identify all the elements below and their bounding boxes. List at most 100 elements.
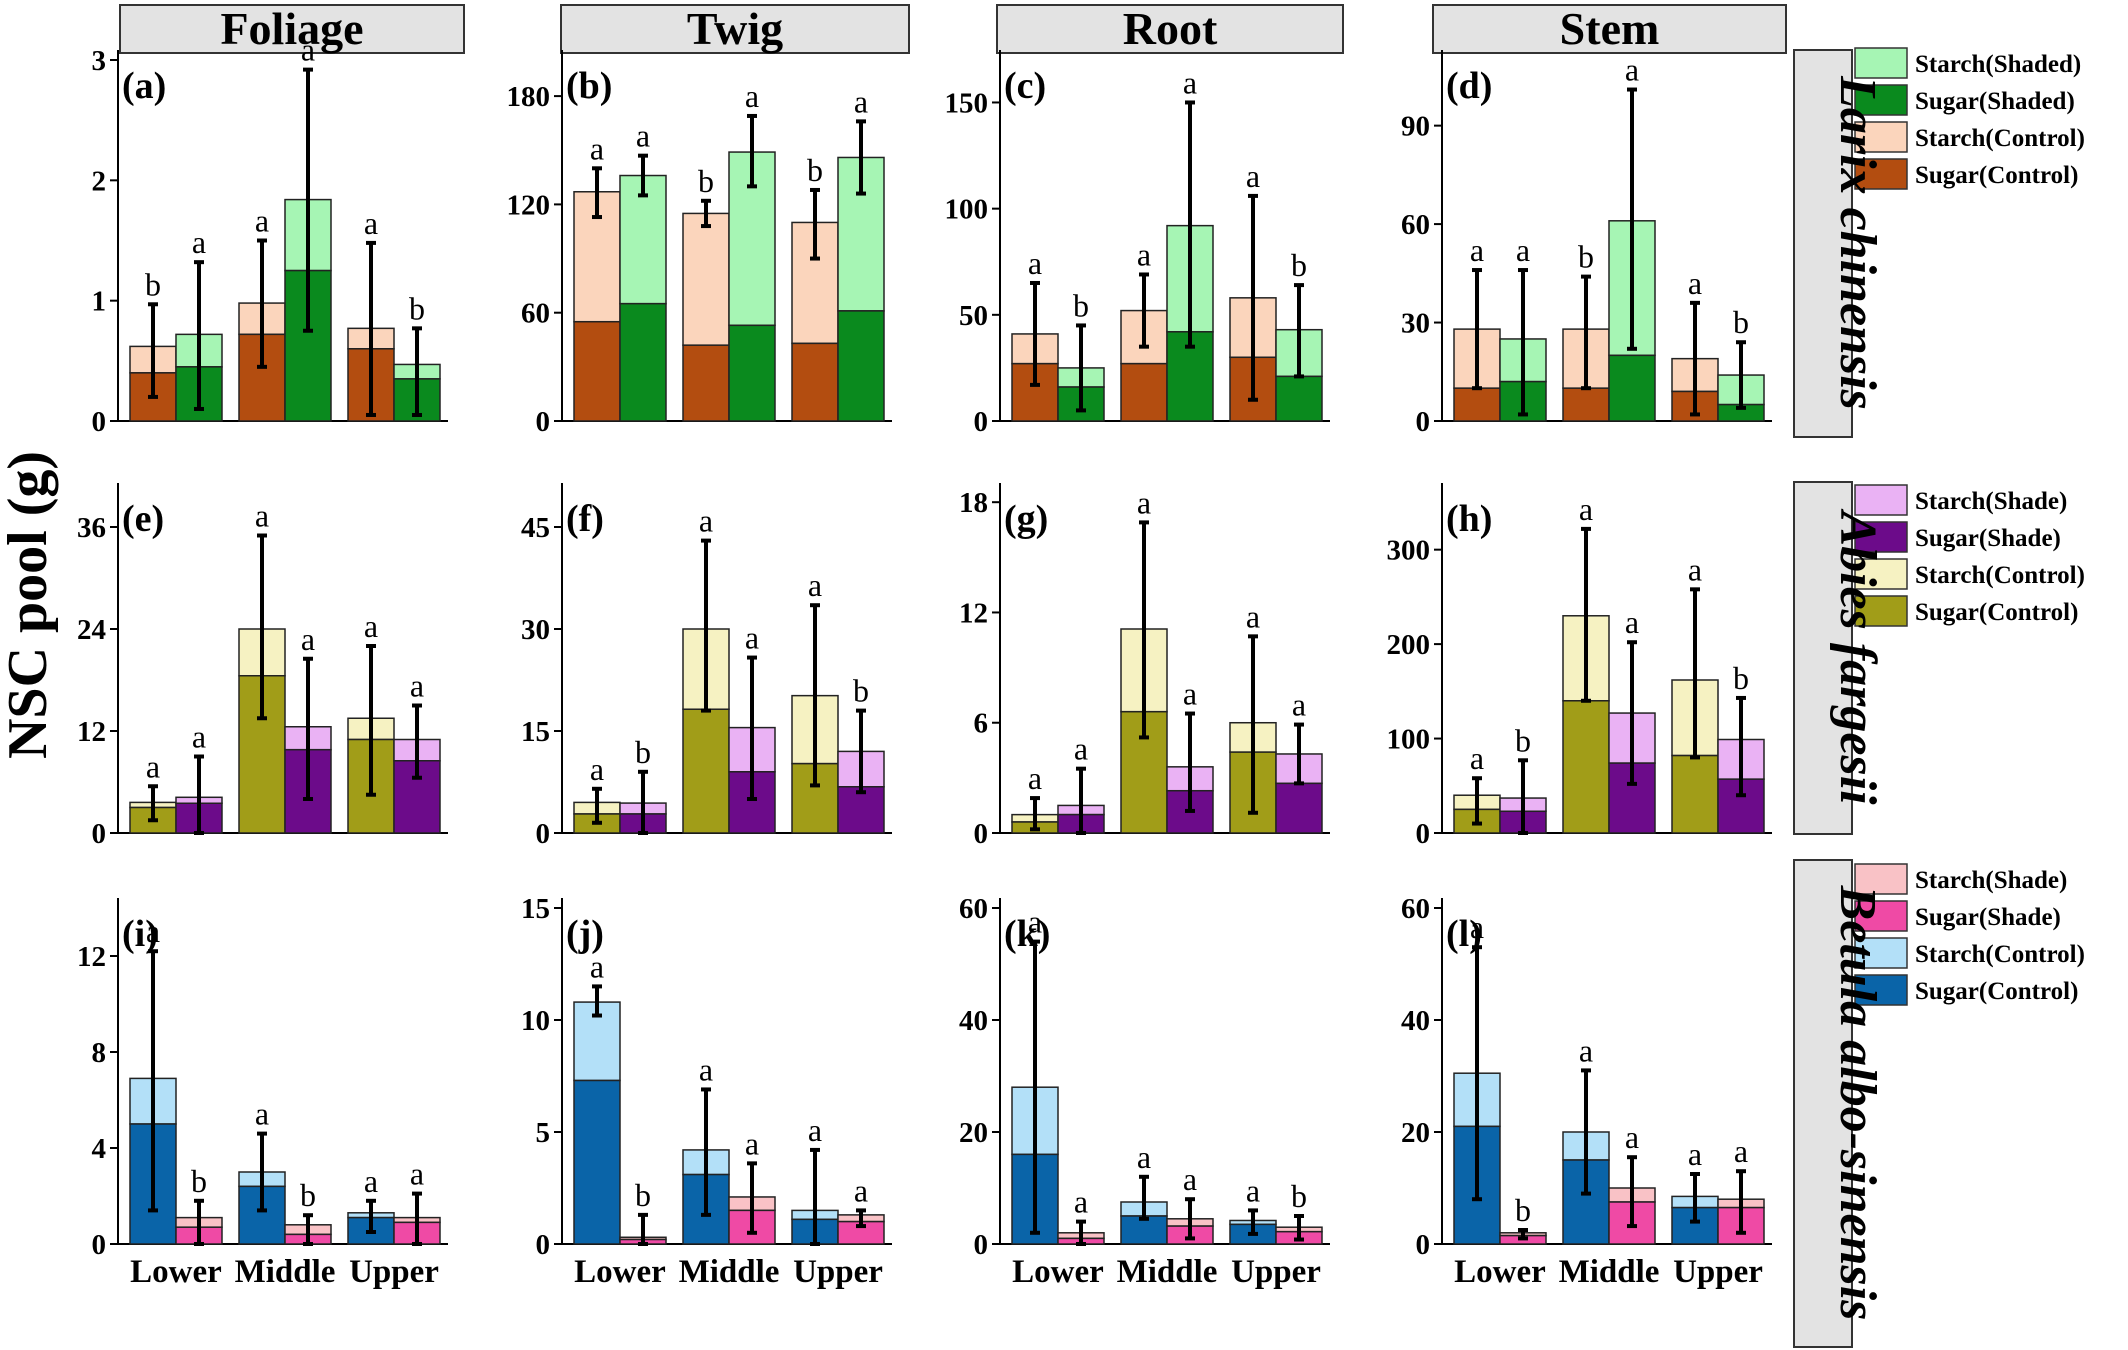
y-tick-label: 0 <box>1416 406 1431 438</box>
significance-letter: b <box>145 266 161 302</box>
sugar-bar <box>728 324 776 422</box>
legend-swatch <box>1854 595 1908 627</box>
y-axis-label: NSC pool (g) <box>0 451 59 759</box>
y-tick-label: 60 <box>1401 209 1430 241</box>
y-tick-label: 20 <box>1401 1117 1430 1149</box>
significance-letter: a <box>1183 64 1197 100</box>
y-tick-label: 60 <box>521 298 550 330</box>
y-tick-label: 60 <box>959 893 988 925</box>
legend-label: Starch(Control) <box>1915 941 2085 968</box>
significance-letter: a <box>1137 1139 1151 1175</box>
significance-letter: b <box>409 290 425 326</box>
panel-label: (b) <box>566 65 612 107</box>
y-tick-label: 0 <box>1416 1229 1431 1261</box>
significance-letter: a <box>410 1156 424 1192</box>
y-tick-label: 40 <box>959 1005 988 1037</box>
sugar-bar <box>573 1079 621 1245</box>
significance-letter: a <box>590 751 604 787</box>
legend-swatch <box>1854 974 1908 1006</box>
significance-letter: a <box>255 203 269 239</box>
legend-label: Sugar(Control) <box>1915 599 2078 626</box>
sugar-bar <box>1166 331 1214 422</box>
sugar-bar <box>1608 354 1656 422</box>
significance-letter: a <box>1625 1119 1639 1155</box>
y-tick-label: 10 <box>521 1005 550 1037</box>
significance-letter: a <box>745 1125 759 1161</box>
sugar-bar <box>682 708 730 834</box>
significance-letter: b <box>1291 1178 1307 1214</box>
significance-letter: a <box>1470 232 1484 268</box>
column-title-box <box>560 4 910 54</box>
legend-swatch <box>1854 937 1908 969</box>
significance-letter: a <box>1625 604 1639 640</box>
significance-letter: a <box>1028 760 1042 796</box>
significance-letter: a <box>1470 909 1484 945</box>
significance-letter: a <box>1688 1136 1702 1172</box>
significance-letter: a <box>1688 265 1702 301</box>
legend-swatch <box>1854 121 1908 153</box>
significance-letter: a <box>410 668 424 704</box>
y-tick-label: 45 <box>521 512 550 544</box>
panel-label: (e) <box>122 498 164 540</box>
significance-letter: b <box>853 673 869 709</box>
significance-letter: a <box>1183 1161 1197 1197</box>
y-tick-label: 0 <box>92 1229 107 1261</box>
species-labels: Larix chinensis Abies fargesii Betula albo… <box>1793 49 1886 1348</box>
legend-label: Sugar(Control) <box>1915 978 2078 1005</box>
significance-letter: a <box>1246 158 1260 194</box>
significance-letter: a <box>1516 232 1530 268</box>
legend-label: Sugar(Shaded) <box>1915 88 2075 115</box>
y-tick-label: 100 <box>1387 724 1431 756</box>
column-titles: Foliage Twig Root Stem <box>119 3 1787 54</box>
legend-row-1: Starch(Shaded) Sugar(Shaded) Starch(Contro… <box>1854 47 2085 190</box>
significance-letter: b <box>698 163 714 199</box>
significance-letter: b <box>1515 722 1531 758</box>
y-tick-label: 1 <box>92 286 107 318</box>
significance-letter: b <box>1733 660 1749 696</box>
y-tick-label: 36 <box>77 512 106 544</box>
category-label: Lower <box>130 1254 222 1290</box>
panel-label: (a) <box>122 65 166 107</box>
legend-swatch <box>1854 521 1908 553</box>
column-title: Foliage <box>220 3 363 54</box>
y-tick-label: 5 <box>536 1117 551 1149</box>
category-label: Upper <box>349 1254 439 1290</box>
y-tick-label: 20 <box>959 1117 988 1149</box>
species-label: Larix chinensis <box>1829 75 1886 410</box>
significance-letter: a <box>1625 52 1639 88</box>
significance-letter: a <box>1579 1032 1593 1068</box>
legend-label: Starch(Control) <box>1915 562 2085 589</box>
significance-letter: a <box>699 1051 713 1087</box>
significance-letter: a <box>1246 598 1260 634</box>
panel-label: (f) <box>566 498 604 540</box>
species-box <box>1793 859 1853 1348</box>
y-tick-label: 50 <box>959 300 988 332</box>
legend-swatch <box>1854 484 1908 516</box>
significance-letter: a <box>590 130 604 166</box>
category-label: Middle <box>235 1254 336 1290</box>
significance-letter: a <box>636 118 650 154</box>
sugar-bar <box>1275 375 1323 422</box>
legend-label: Starch(Control) <box>1915 125 2085 152</box>
y-tick-label: 12 <box>959 597 988 629</box>
column-title-box <box>119 4 465 54</box>
category-label: Lower <box>1012 1254 1104 1290</box>
significance-letter: a <box>301 621 315 657</box>
significance-letter: a <box>364 205 378 241</box>
legend-swatch <box>1854 900 1908 932</box>
legends: Starch(Shaded) Sugar(Shaded) Starch(Contro… <box>1854 47 2085 1006</box>
significance-letter: a <box>364 608 378 644</box>
legend-label: Starch(Shade) <box>1915 488 2067 515</box>
significance-letter: b <box>1515 1192 1531 1228</box>
sugar-bar <box>619 302 667 422</box>
species-label: Abies fargesii <box>1829 508 1886 805</box>
significance-letter: a <box>146 748 160 784</box>
